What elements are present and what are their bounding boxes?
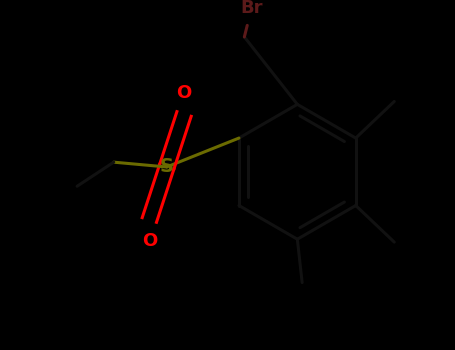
Text: O: O bbox=[177, 84, 192, 102]
Text: O: O bbox=[142, 232, 157, 250]
Text: Br: Br bbox=[241, 0, 263, 17]
Text: S: S bbox=[160, 158, 174, 176]
